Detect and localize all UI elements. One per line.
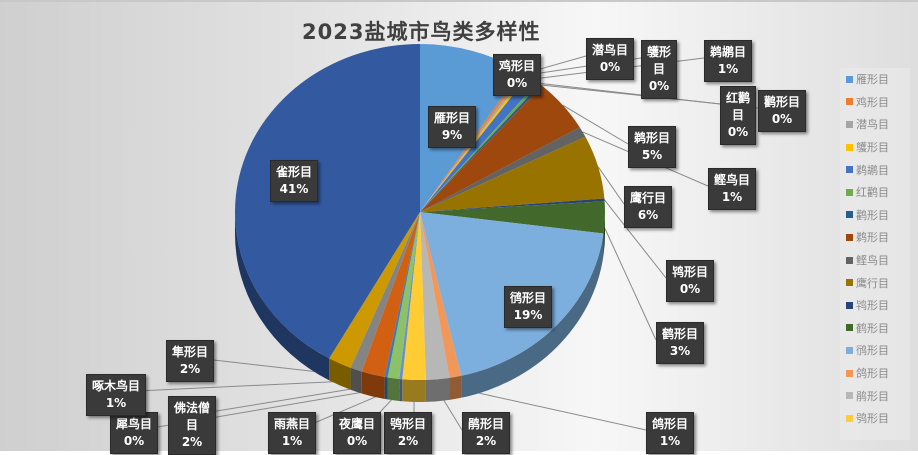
legend-item: 雁形目 (840, 68, 910, 91)
legend-swatch (846, 234, 853, 241)
pie-slice-side (426, 378, 450, 402)
legend-swatch (846, 121, 853, 128)
legend-label: 雁形目 (856, 71, 889, 87)
chart-legend: 雁形目鸡形目潜鸟目鹱形目鹈鹕目红鹳目鹳形目鹈形目鲣鸟目鹰行目鸨形目鹤形目鸻形目鸽… (840, 68, 910, 440)
legend-label: 鹃形目 (856, 388, 889, 404)
pie-slice-side (351, 368, 362, 394)
legend-swatch (846, 211, 853, 218)
legend-label: 鸨形目 (856, 297, 889, 313)
legend-item: 红鹳目 (840, 181, 910, 204)
legend-label: 鸡形目 (856, 94, 889, 110)
legend-label: 鸽形目 (856, 365, 889, 381)
legend-swatch (846, 392, 853, 399)
legend-item: 鸮形目 (840, 407, 910, 430)
legend-swatch (846, 302, 853, 309)
legend-item: 鹳形目 (840, 204, 910, 227)
pie-slice-side (388, 377, 400, 401)
legend-item: 鹈鹕目 (840, 158, 910, 181)
legend-label: 鹰行目 (856, 275, 889, 291)
legend-swatch (846, 76, 853, 83)
legend-item: 鲣鸟目 (840, 249, 910, 272)
legend-item: 鹃形目 (840, 384, 910, 407)
legend-swatch (846, 166, 853, 173)
legend-swatch (846, 98, 853, 105)
legend-item: 鸻形目 (840, 339, 910, 362)
legend-swatch (846, 144, 853, 151)
legend-label: 鹈鹕目 (856, 162, 889, 178)
legend-item: 鸡形目 (840, 91, 910, 114)
legend-item: 鸽形目 (840, 362, 910, 385)
legend-label: 鸮形目 (856, 410, 889, 426)
pie-slice-side (399, 379, 402, 401)
legend-label: 鹱形目 (856, 139, 889, 155)
legend-swatch (846, 415, 853, 422)
legend-label: 潜鸟目 (856, 116, 889, 132)
legend-label: 鹤形目 (856, 320, 889, 336)
legend-label: 鹳形目 (856, 207, 889, 223)
legend-swatch (846, 189, 853, 196)
legend-item: 鸨形目 (840, 294, 910, 317)
legend-swatch (846, 279, 853, 286)
legend-swatch (846, 370, 853, 377)
legend-label: 鹈形目 (856, 229, 889, 245)
legend-item: 鹰行目 (840, 271, 910, 294)
pie-slice-side (402, 379, 426, 402)
legend-label: 红鹳目 (856, 184, 889, 200)
legend-item: 鹈形目 (840, 226, 910, 249)
legend-label: 鲣鸟目 (856, 252, 889, 268)
legend-item: 潜鸟目 (840, 113, 910, 136)
legend-item: 鹱形目 (840, 136, 910, 159)
legend-label: 鸻形目 (856, 342, 889, 358)
pie-slice-side (450, 376, 462, 400)
legend-item: 鹤形目 (840, 317, 910, 340)
pie-slice-side (385, 377, 388, 399)
legend-swatch (846, 347, 853, 354)
legend-swatch (846, 324, 853, 331)
legend-swatch (846, 257, 853, 264)
